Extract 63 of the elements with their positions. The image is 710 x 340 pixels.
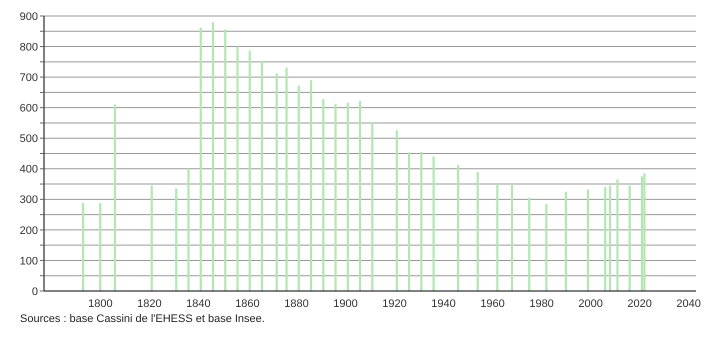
x-tick-label: 2040 bbox=[676, 298, 701, 310]
bar bbox=[200, 28, 202, 291]
bar bbox=[510, 184, 514, 291]
bar bbox=[187, 168, 190, 291]
bar bbox=[640, 176, 644, 291]
y-tick-label: 800 bbox=[20, 41, 38, 54]
y-tick-label: 300 bbox=[20, 194, 38, 206]
y-tick-label: 100 bbox=[20, 255, 38, 268]
bar bbox=[150, 186, 153, 291]
bar bbox=[616, 179, 619, 291]
bar bbox=[334, 104, 337, 291]
x-tick-label: 1940 bbox=[431, 298, 456, 310]
x-tick-label: 1920 bbox=[382, 298, 407, 310]
bar bbox=[396, 130, 398, 291]
x-tick-label: 2020 bbox=[627, 298, 652, 310]
bar bbox=[604, 187, 606, 291]
bar bbox=[586, 190, 590, 291]
bar bbox=[346, 102, 349, 291]
bar bbox=[608, 186, 612, 291]
bar bbox=[310, 80, 312, 291]
bar bbox=[420, 152, 422, 291]
x-tick-label: 1820 bbox=[137, 298, 162, 310]
x-tick-label: 1840 bbox=[186, 298, 211, 310]
bar bbox=[285, 68, 288, 291]
x-tick-label: 1960 bbox=[480, 298, 505, 310]
y-tick-label: 200 bbox=[20, 224, 38, 237]
y-tick-label: 500 bbox=[20, 133, 38, 146]
bar bbox=[564, 192, 568, 291]
bar bbox=[496, 184, 498, 291]
bar bbox=[408, 152, 410, 291]
bar bbox=[476, 172, 479, 291]
y-tick-label: 700 bbox=[20, 72, 38, 84]
bar bbox=[298, 86, 300, 291]
bar bbox=[371, 122, 374, 291]
bar bbox=[545, 204, 548, 291]
bar bbox=[322, 99, 324, 291]
bar bbox=[457, 165, 460, 291]
x-tick-label: 1800 bbox=[88, 298, 113, 310]
bar bbox=[82, 203, 84, 291]
bar bbox=[643, 173, 646, 291]
bar bbox=[276, 73, 278, 291]
y-tick-label: 900 bbox=[20, 10, 38, 23]
bar bbox=[628, 186, 631, 291]
bar bbox=[432, 156, 435, 291]
x-tick-label: 1880 bbox=[284, 298, 309, 310]
y-tick-label: 600 bbox=[20, 102, 38, 115]
bar bbox=[224, 29, 226, 291]
source-note: Sources : base Cassini de l'EHESS et base Insee. bbox=[20, 313, 266, 325]
bar bbox=[114, 104, 116, 291]
y-tick-label: 0 bbox=[32, 286, 38, 298]
y-tick-label: 400 bbox=[20, 164, 38, 176]
bar bbox=[175, 188, 178, 291]
bar bbox=[260, 60, 264, 291]
x-tick-label: 1980 bbox=[529, 298, 554, 310]
x-tick-label: 1860 bbox=[235, 298, 260, 310]
bar bbox=[528, 198, 530, 291]
bar bbox=[99, 203, 102, 291]
bar bbox=[358, 100, 362, 291]
bar bbox=[212, 22, 214, 291]
bar bbox=[236, 46, 239, 291]
bar bbox=[248, 50, 251, 291]
x-tick-label: 2000 bbox=[578, 298, 603, 310]
x-tick-label: 1900 bbox=[333, 298, 358, 310]
